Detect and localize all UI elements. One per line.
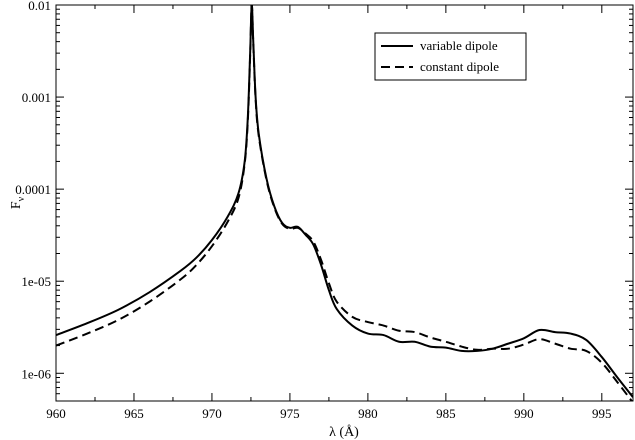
series-line-variable-dipole <box>56 5 633 398</box>
legend-label-variable: variable dipole <box>420 38 498 53</box>
series-layer <box>56 5 633 401</box>
x-axis-title: λ (Å) <box>329 424 359 440</box>
x-tick-label: 965 <box>124 406 144 421</box>
x-tick-label: 975 <box>280 406 300 421</box>
x-tick-label: 970 <box>202 406 222 421</box>
x-tick-label: 985 <box>436 406 456 421</box>
plot-area <box>55 4 634 402</box>
y-axis-title-sub: ν <box>16 196 27 201</box>
x-tick-label: 960 <box>46 406 66 421</box>
y-tick-label: 1e-05 <box>21 274 51 289</box>
y-tick-label: 0.0001 <box>15 182 51 197</box>
svg-text:Fν: Fν <box>9 196 27 209</box>
y-tick-label: 0.01 <box>28 0 51 13</box>
series-line-constant-dipole <box>56 5 633 401</box>
y-tick-label: 1e-06 <box>21 366 51 381</box>
x-tick-label: 980 <box>358 406 378 421</box>
y-tick-label: 0.001 <box>22 90 51 105</box>
x-tick-label: 995 <box>592 406 612 421</box>
y-axis-title-main: F <box>9 201 24 209</box>
y-axis-title: Fν <box>9 196 27 209</box>
legend-label-constant: constant dipole <box>420 59 499 74</box>
axis-ticks: 960 965 970 975 980 985 990 995 1e-06 1e-05 0.0001… <box>15 0 633 421</box>
legend-box <box>374 32 527 81</box>
legend: variable dipole constant dipole <box>374 32 527 81</box>
x-tick-label: 990 <box>514 406 534 421</box>
